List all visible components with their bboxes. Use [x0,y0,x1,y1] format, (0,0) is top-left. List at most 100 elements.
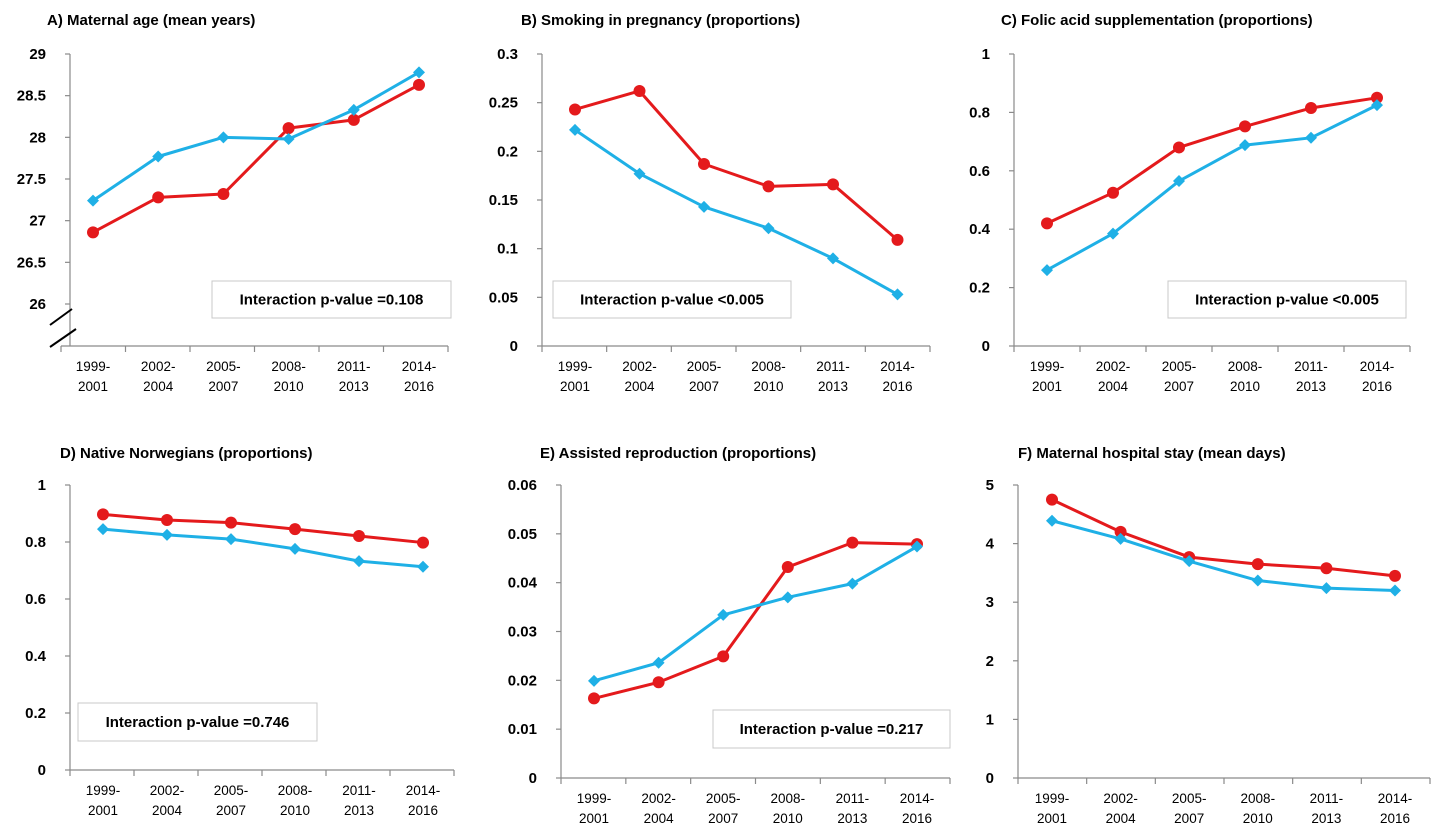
x-tick-label: 2005-2007 [706,791,741,826]
data-point-diamond [698,200,710,213]
axis-break-mark [49,328,77,348]
data-point-circle [1320,562,1333,575]
x-tick-label: 2005-2007 [206,359,241,394]
y-tick-label: 4 [986,536,995,553]
y-tick-label: 0.4 [25,648,47,665]
data-point-diamond [97,523,109,536]
chart-title: C) Folic acid supplementation (proportio… [1001,12,1313,29]
interaction-p-value-label: Interaction p-value =0.217 [740,721,924,738]
x-tick-label: 2014-2016 [402,359,437,394]
data-point-diamond [1173,175,1185,188]
y-tick-label: 0.2 [969,280,990,297]
interaction-p-value-label: Interaction p-value <0.005 [1195,292,1379,309]
x-tick-label: 2014-2016 [406,783,441,818]
y-tick-label: 0.06 [508,477,537,494]
x-tick-label: 2014-2016 [1378,791,1413,826]
x-tick-label: 1999-2001 [577,791,612,826]
data-point-circle [1041,217,1053,230]
x-tick-label: 2002-2004 [622,359,657,394]
series-line-1 [1051,498,1396,578]
data-point-diamond [417,560,429,573]
series-line-1 [1046,96,1378,225]
chart-panel-3: C) Folic acid supplementation (proportio… [969,12,1411,394]
x-tick-label: 1999-2001 [1030,359,1065,394]
data-point-circle [891,233,904,246]
data-point-diamond [1183,555,1196,568]
data-point-diamond [353,555,365,568]
data-point-diamond [652,656,665,669]
series-line-2 [102,527,424,569]
y-tick-label: 0.1 [497,241,518,258]
x-tick-label: 2005-2007 [214,783,249,818]
y-tick-label: 26 [29,296,46,313]
interaction-p-value-label: Interaction p-value <0.005 [580,292,764,309]
data-point-diamond [891,288,904,301]
y-tick-label: 0.15 [489,192,518,209]
x-tick-label: 2014-2016 [880,359,915,394]
data-point-circle [846,536,859,549]
annotation-box [552,280,792,319]
series-line-2 [92,71,420,202]
y-tick-label: 0 [38,762,46,779]
y-tick-label: 1 [38,477,46,494]
x-tick-label: 2002-2004 [1096,359,1131,394]
chart-title: D) Native Norwegians (proportions) [60,445,313,462]
y-tick-label: 29 [29,46,46,63]
data-point-circle [1305,102,1317,115]
x-tick-label: 2011-2013 [342,783,376,818]
data-point-diamond [1389,584,1401,597]
chart-title: B) Smoking in pregnancy (proportions) [521,12,800,29]
data-point-circle [282,122,295,135]
data-point-circle [1371,91,1383,104]
data-point-circle [569,103,581,116]
y-tick-label: 0.3 [497,46,518,63]
x-tick-label: 2008-2010 [771,791,806,826]
data-point-diamond [846,577,859,590]
y-tick-label: 28 [29,129,46,146]
x-tick-label: 2014-2016 [1360,359,1395,394]
data-point-diamond [87,194,99,207]
chart-panel-4: D) Native Norwegians (proportions) 0 0.2 0.… [25,445,455,818]
x-tick-label: 2008-2010 [751,359,786,394]
x-tick-label: 2014-2016 [900,791,935,826]
data-point-circle [588,692,600,705]
data-point-circle [225,516,237,529]
data-point-diamond [1107,227,1119,240]
data-point-circle [1239,120,1251,133]
data-point-circle [97,508,109,521]
x-tick-label: 2008-2010 [271,359,306,394]
data-point-diamond [1046,514,1058,527]
data-point-circle [1107,186,1119,199]
data-point-diamond [282,133,295,145]
y-tick-label: 0 [529,770,537,787]
x-tick-label: 1999-2001 [76,359,111,394]
y-tick-label: 0 [510,338,518,355]
y-tick-label: 27.5 [17,171,46,188]
y-tick-label: 0.2 [497,143,518,160]
y-tick-label: 0.04 [508,575,538,592]
y-tick-label: 5 [986,477,994,494]
y-tick-label: 28.5 [17,88,46,105]
annotation-box [211,280,452,319]
data-point-diamond [413,66,425,79]
series-line-1 [574,89,899,242]
y-tick-label: 1 [986,711,994,728]
data-point-circle [1389,569,1401,582]
data-point-diamond [347,103,360,116]
data-point-circle [827,178,839,191]
y-tick-label: 0.01 [508,721,537,738]
data-point-diamond [1305,131,1317,144]
y-tick-label: 0.4 [969,221,991,238]
interaction-p-value-label: Interaction p-value =0.108 [240,292,424,309]
annotation-box [77,702,318,742]
chart-panel-2: B) Smoking in pregnancy (proportions) 0 0.… [489,12,931,394]
series-line-1 [92,83,420,234]
data-point-diamond [152,150,165,163]
y-tick-label: 26.5 [17,254,46,271]
series-line-2 [1046,103,1378,272]
data-point-diamond [1114,532,1127,545]
series-line-1 [593,541,918,700]
data-point-diamond [633,167,646,180]
chart-title: F) Maternal hospital stay (mean days) [1018,445,1286,462]
interaction-p-value-label: Interaction p-value =0.746 [106,714,290,731]
